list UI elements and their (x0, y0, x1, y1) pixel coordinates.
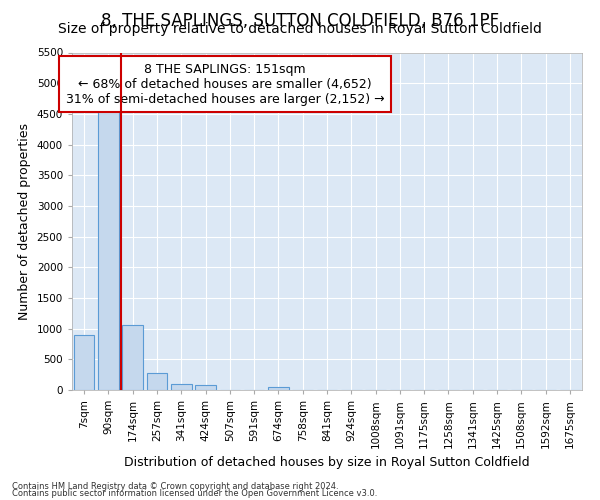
Text: 8 THE SAPLINGS: 151sqm
← 68% of detached houses are smaller (4,652)
31% of semi-: 8 THE SAPLINGS: 151sqm ← 68% of detached… (65, 62, 385, 106)
Bar (268, 386, 289, 390)
Bar (195, 385, 216, 390)
Bar (171, 384, 191, 390)
Text: 8, THE SAPLINGS, SUTTON COLDFIELD, B76 1PF: 8, THE SAPLINGS, SUTTON COLDFIELD, B76 1… (101, 12, 499, 30)
Bar (74, 335, 94, 390)
Bar (146, 373, 167, 390)
X-axis label: Distribution of detached houses by size in Royal Sutton Coldfield: Distribution of detached houses by size … (124, 456, 530, 469)
Text: Contains public sector information licensed under the Open Government Licence v3: Contains public sector information licen… (12, 490, 377, 498)
Text: Contains HM Land Registry data © Crown copyright and database right 2024.: Contains HM Land Registry data © Crown c… (12, 482, 338, 491)
Y-axis label: Number of detached properties: Number of detached properties (18, 122, 31, 320)
Text: Size of property relative to detached houses in Royal Sutton Coldfield: Size of property relative to detached ho… (58, 22, 542, 36)
Bar (98, 111, 119, 390)
Bar (122, 325, 143, 390)
